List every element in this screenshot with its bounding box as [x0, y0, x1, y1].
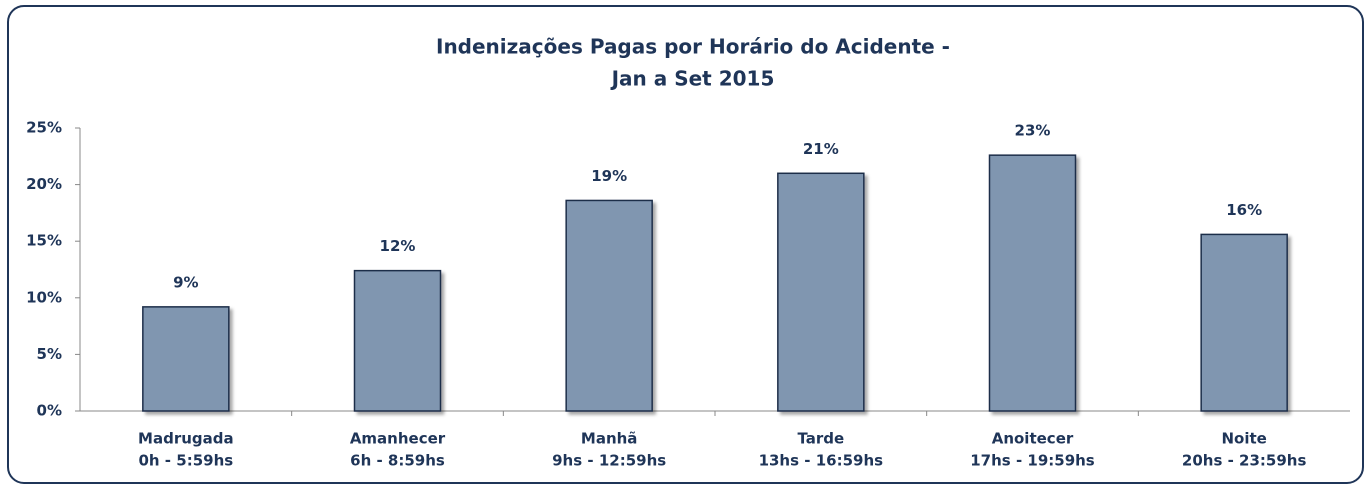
y-tick-label: 20%	[26, 175, 62, 193]
x-tick-label: Manhã	[581, 430, 638, 448]
value-label: 9%	[173, 273, 198, 291]
y-tick-label: 15%	[26, 232, 62, 250]
x-tick-label: Tarde	[797, 430, 844, 448]
bar	[142, 306, 230, 412]
bar	[353, 269, 442, 412]
value-label: 16%	[1226, 201, 1262, 219]
value-label: 12%	[380, 237, 416, 255]
chart-title: Indenizações Pagas por Horário do Aciden…	[436, 35, 950, 59]
value-label: 23%	[1015, 122, 1051, 140]
x-tick-label: 9hs - 12:59hs	[552, 452, 666, 470]
y-tick-label: 10%	[26, 288, 62, 306]
x-tick-label: 20hs - 23:59hs	[1182, 452, 1307, 470]
x-tick-label: 17hs - 19:59hs	[970, 452, 1095, 470]
y-tick-label: 5%	[37, 345, 62, 363]
x-tick-label: Amanhecer	[350, 430, 446, 448]
x-tick-label: Noite	[1221, 430, 1266, 448]
x-tick-label: 13hs - 16:59hs	[759, 452, 884, 470]
y-tick-label: 0%	[37, 402, 62, 420]
bar	[988, 154, 1077, 412]
bar	[1200, 233, 1288, 412]
x-tick-label: Madrugada	[138, 430, 234, 448]
y-tick-label: 25%	[26, 119, 62, 137]
x-tick-label: 6h - 8:59hs	[350, 452, 445, 470]
x-tick-label: 0h - 5:59hs	[138, 452, 233, 470]
bar	[777, 172, 865, 412]
value-label: 19%	[591, 167, 627, 185]
value-label: 21%	[803, 140, 839, 158]
bar	[565, 199, 653, 412]
x-tick-label: Anoitecer	[992, 430, 1074, 448]
chart-title: Jan a Set 2015	[610, 67, 775, 91]
